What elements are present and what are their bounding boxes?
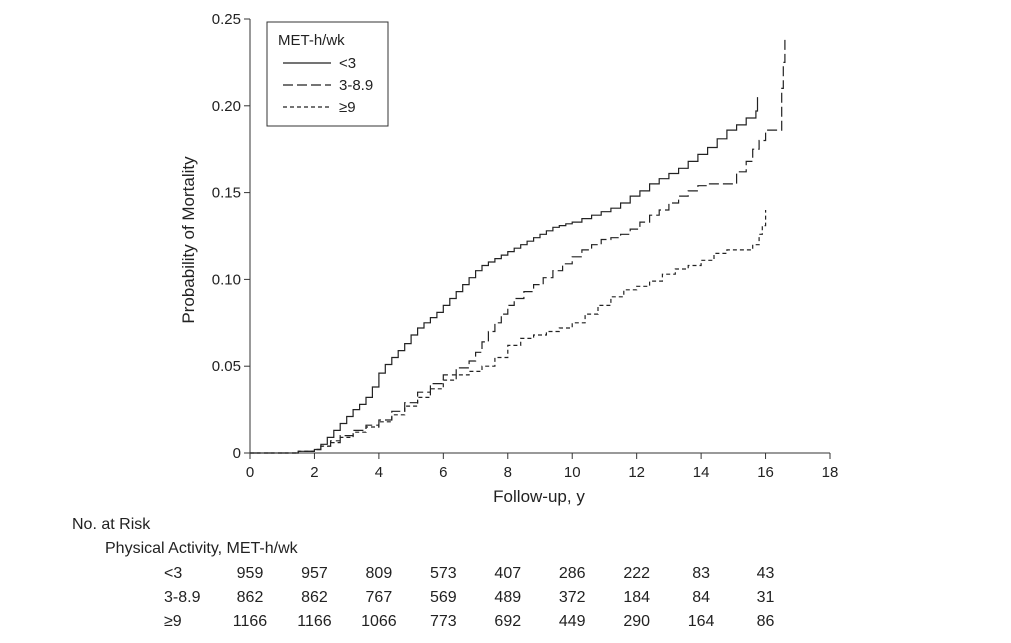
legend-title: MET-h/wk [278, 32, 345, 49]
y-tick-label: 0.25 [212, 11, 241, 28]
risk-count: 773 [430, 613, 457, 630]
risk-count: 290 [623, 613, 650, 630]
x-tick-label: 4 [375, 464, 383, 481]
risk-row-label: ≥9 [164, 613, 182, 630]
x-axis-title: Follow-up, y [493, 487, 585, 506]
x-tick-label: 18 [822, 464, 839, 481]
risk-count: 164 [688, 613, 715, 630]
y-tick-label: 0 [233, 445, 241, 462]
risk-count: 222 [623, 565, 650, 582]
x-tick-label: 0 [246, 464, 254, 481]
y-tick-label: 0.20 [212, 98, 241, 115]
risk-count: 43 [757, 565, 775, 582]
x-tick-label: 16 [757, 464, 774, 481]
risk-count: 957 [301, 565, 328, 582]
risk-count: 862 [301, 589, 328, 606]
y-tick-label: 0.05 [212, 358, 241, 375]
risk-count: 862 [237, 589, 264, 606]
risk-count: 1166 [297, 613, 332, 630]
risk-table: No. at Risk Physical Activity, MET-h/wk … [72, 516, 775, 630]
risk-count: 86 [757, 613, 775, 630]
x-tick-label: 6 [439, 464, 447, 481]
y-tick-label: 0.15 [212, 185, 241, 202]
risk-table-title: No. at Risk [72, 516, 151, 533]
risk-count: 84 [692, 589, 710, 606]
legend-box [266, 21, 389, 127]
risk-count: 184 [623, 589, 650, 606]
risk-table-subtitle: Physical Activity, MET-h/wk [105, 540, 299, 557]
x-tick-label: 2 [310, 464, 318, 481]
series-line-3 [250, 210, 767, 454]
risk-count: 372 [559, 589, 586, 606]
series-line-1 [250, 97, 759, 454]
risk-count: 573 [430, 565, 457, 582]
risk-count: 407 [494, 565, 521, 582]
y-axis-title: Probability of Mortality [179, 156, 198, 324]
risk-row-label: <3 [164, 565, 182, 582]
risk-count: 569 [430, 589, 457, 606]
risk-count: 959 [237, 565, 264, 582]
x-tick-label: 10 [564, 464, 581, 481]
risk-count: 83 [692, 565, 710, 582]
risk-count: 1066 [361, 613, 397, 630]
risk-count: 692 [494, 613, 521, 630]
risk-row-label: 3-8.9 [164, 589, 201, 606]
risk-count: 809 [366, 565, 393, 582]
x-tick-label: 12 [628, 464, 645, 481]
legend-label-series-3: ≥9 [339, 99, 356, 116]
x-tick-label: 8 [504, 464, 512, 481]
axes: 0 0.05 0.10 0.15 0.20 0.25 0 2 4 6 8 10 12 14 16 18 [212, 11, 839, 481]
legend-label-series-2: 3-8.9 [339, 77, 373, 94]
x-tick-label: 14 [693, 464, 710, 481]
legend: MET-h/wk <3 3-8.9 ≥9 [266, 21, 389, 127]
risk-count: 767 [366, 589, 393, 606]
risk-count: 31 [757, 589, 775, 606]
risk-count: 489 [494, 589, 521, 606]
risk-count: 286 [559, 565, 586, 582]
risk-count: 1166 [233, 613, 268, 630]
legend-label-series-1: <3 [339, 55, 356, 72]
risk-count: 449 [559, 613, 586, 630]
y-tick-label: 0.10 [212, 271, 241, 288]
series-lines [250, 36, 786, 454]
